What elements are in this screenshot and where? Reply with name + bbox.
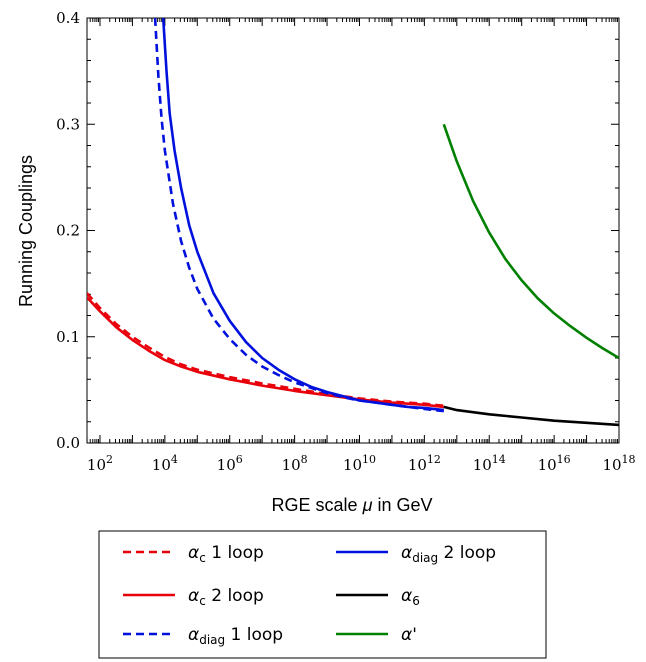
legend-label-4: αdiag 2 loop [401, 543, 496, 565]
x-tick-label: 108 [282, 453, 308, 474]
legend-label-5: α6 [401, 586, 420, 608]
series-line-3 [153, 18, 444, 413]
series-group [87, 18, 619, 427]
y-tick-label: 0.0 [56, 434, 80, 452]
x-tick-label: 1012 [408, 453, 441, 474]
x-tick-label: 1016 [538, 453, 571, 474]
x-tick-label: 102 [87, 453, 113, 474]
y-axis-label: Running Couplings [16, 155, 36, 307]
y-tick-label: 0.2 [56, 222, 80, 240]
y-tick-label: 0.1 [56, 328, 80, 346]
series-line-2 [87, 296, 444, 409]
legend-label-6: α' [401, 625, 417, 645]
legend: αc 1 loop αc 2 loop αdiag 1 loop αdiag 2 lo… [98, 530, 547, 659]
legend-label-1: αc 1 loop [188, 543, 264, 565]
legend-label-3: αdiag 1 loop [188, 625, 283, 647]
series-line-5 [443, 405, 619, 427]
x-tick-label: 104 [152, 453, 178, 474]
legend-label-2: αc 2 loop [188, 586, 264, 608]
series-line-1 [87, 292, 444, 408]
x-tick-label: 1014 [473, 453, 506, 474]
x-tick-label: 1018 [602, 453, 635, 474]
x-tick-label: 106 [217, 453, 243, 474]
y-tick-label: 0.4 [56, 9, 80, 27]
series-line-6 [442, 123, 619, 360]
y-tick-label: 0.3 [56, 115, 80, 133]
x-tick-label: 1010 [343, 453, 376, 474]
series-line-4 [161, 18, 444, 412]
x-axis-label: RGE scale μ in GeV [272, 495, 433, 515]
